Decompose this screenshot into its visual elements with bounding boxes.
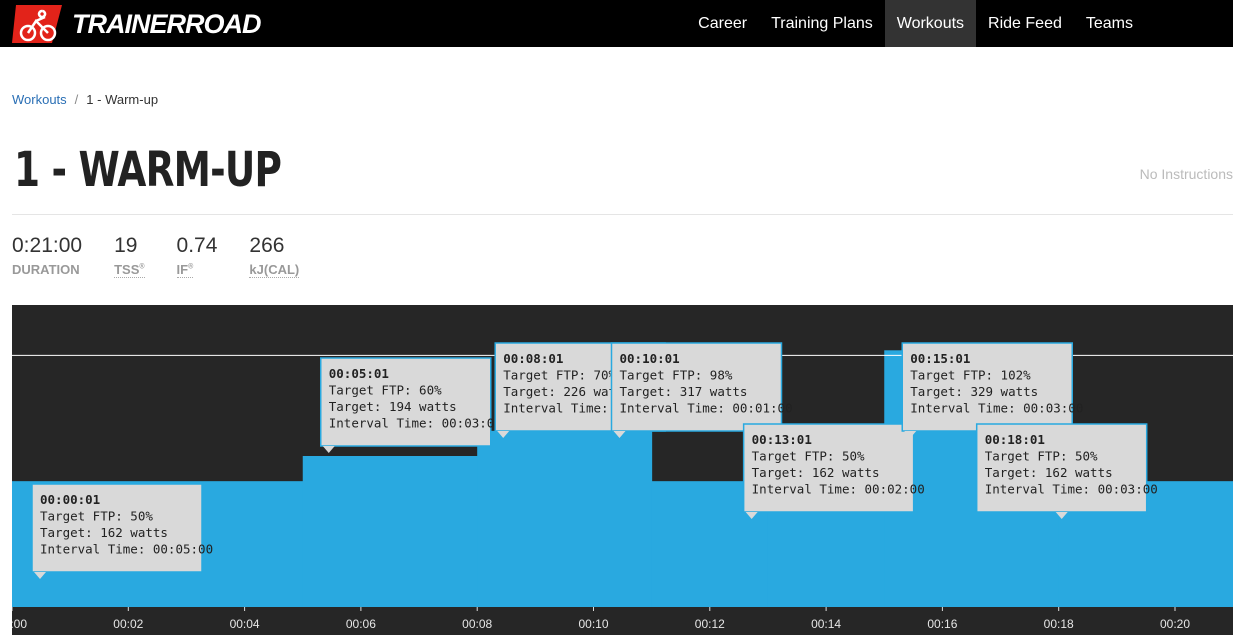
interval-tooltip	[31, 483, 203, 573]
tooltip-line: Target: 162 watts	[752, 465, 880, 480]
x-tick-label: 00:06	[346, 617, 376, 631]
nav-training-plans[interactable]: Training Plans	[771, 15, 873, 32]
tooltip-line: Interval Time: 00:02:00	[752, 482, 925, 497]
tooltip-pointer	[745, 512, 758, 519]
stat-label-tss[interactable]: TSS®	[114, 262, 145, 278]
tooltip-line: Target: 226 watts	[503, 384, 631, 399]
nav-ride-feed[interactable]: Ride Feed	[988, 15, 1062, 32]
tooltip-line: Target: 194 watts	[329, 399, 457, 414]
tooltip-line: Target FTP: 60%	[329, 383, 442, 398]
registered-mark: ®	[188, 263, 194, 271]
stat-label: DURATION	[12, 262, 80, 277]
tooltip-time: 00:15:01	[910, 351, 970, 366]
tooltip-line: Target FTP: 50%	[752, 449, 865, 464]
divider	[12, 214, 1233, 215]
stat-label-kj[interactable]: kJ(CAL)	[249, 262, 300, 278]
x-tick-label: 00:16	[927, 617, 957, 631]
stat-label: IF	[176, 262, 189, 277]
tooltip-line: Target FTP: 70%	[503, 368, 616, 383]
stat-label: TSS	[114, 262, 140, 277]
x-tick-label: 00:18	[1044, 617, 1074, 631]
interval-tooltip	[610, 342, 783, 432]
breadcrumb-current: 1 - Warm-up	[86, 92, 159, 107]
x-tick-label: 00:04	[230, 617, 260, 631]
x-tick-label: 00:12	[695, 617, 725, 631]
workout-stats: 0:21:00 DURATION 19 TSS® 0.74 IF® 266 kJ…	[12, 234, 331, 279]
cyclist-logo-icon	[12, 5, 62, 43]
breadcrumb-separator: /	[74, 92, 79, 107]
x-tick-label: 00:14	[811, 617, 841, 631]
breadcrumb-workouts-link[interactable]: Workouts	[12, 92, 67, 107]
x-tick-label: 00:08	[462, 617, 492, 631]
tooltip-pointer	[497, 431, 510, 438]
tooltip-line: Target: 317 watts	[620, 384, 748, 399]
stat-value: 266	[249, 234, 285, 257]
tooltip-line: Interval Time: 00:01:00	[620, 401, 793, 416]
logo-text: TRAINERROAD	[72, 8, 261, 39]
tooltip-time: 00:00:01	[40, 492, 100, 507]
interval-tooltip	[901, 342, 1073, 432]
stat-if: 0.74 IF®	[176, 234, 218, 279]
instructions-status: No Instructions	[1139, 166, 1233, 182]
tooltip-line: Interval Time: 00:03:00	[329, 416, 502, 431]
registered-mark: ®	[139, 263, 145, 271]
tooltip-pointer	[1055, 512, 1068, 519]
breadcrumb: Workouts / 1 - Warm-up	[12, 92, 158, 107]
tooltip-line: Interval Time: 00:03:00	[985, 482, 1158, 497]
top-navbar: TRAINERROAD Career Training Plans Workouts…	[0, 0, 1233, 47]
tooltip-pointer	[322, 446, 335, 453]
interval-bar[interactable]	[302, 456, 478, 607]
tooltip-line: Target FTP: 50%	[985, 449, 1098, 464]
tooltip-line: Target: 329 watts	[910, 384, 1038, 399]
tooltip-line: Target: 162 watts	[40, 525, 168, 540]
tooltip-time: 00:13:01	[752, 432, 812, 447]
stat-kj: 266 kJ(CAL)	[249, 234, 300, 279]
interval-tooltip	[742, 423, 915, 513]
x-tick-label: 00:00	[12, 617, 27, 631]
trainerroad-logo[interactable]: TRAINERROAD	[12, 4, 261, 44]
workout-profile-chart[interactable]: 00:00 00:02 00:04 00:06 00:08 00:10 00:12 00:14…	[12, 305, 1233, 635]
interval-tooltip	[320, 357, 492, 447]
tooltip-line: Target FTP: 102%	[910, 368, 1031, 383]
tooltip-line: Interval Time: 00:03:00	[910, 401, 1083, 416]
stat-value: 0:21:00	[12, 234, 83, 257]
stat-duration: 0:21:00 DURATION	[12, 234, 82, 279]
tooltip-line: Interval Time: 00:05:00	[40, 542, 213, 557]
nav-workouts[interactable]: Workouts	[884, 0, 977, 47]
x-tick-label: 00:20	[1160, 617, 1190, 631]
interval-tooltip	[975, 423, 1148, 513]
nav-career[interactable]: Career	[698, 15, 748, 32]
x-tick-label: 00:02	[113, 617, 143, 631]
tooltip-time: 00:05:01	[329, 366, 389, 381]
tooltip-line: Target FTP: 98%	[620, 368, 733, 383]
stat-tss: 19 TSS®	[114, 234, 145, 279]
tooltip-time: 00:18:01	[985, 432, 1045, 447]
tooltip-pointer	[34, 572, 46, 579]
interval-bar[interactable]	[477, 430, 594, 607]
x-axis-band	[12, 607, 1233, 635]
stat-label-if[interactable]: IF®	[176, 262, 194, 278]
main-nav: Career Training Plans Workouts Ride Feed Tea…	[686, 0, 1145, 47]
tooltip-time: 00:10:01	[620, 351, 680, 366]
tooltip-pointer	[613, 431, 626, 438]
tooltip-pointer	[904, 431, 917, 438]
tooltip-line: Target FTP: 50%	[40, 509, 153, 524]
page-title: 1 - WARM-UP	[14, 142, 282, 198]
tooltip-line: Target: 162 watts	[985, 465, 1113, 480]
tooltip-time: 00:08:01	[503, 351, 563, 366]
stat-value: 19	[114, 234, 138, 257]
stat-value: 0.74	[176, 234, 218, 257]
x-tick-label: 00:10	[578, 617, 608, 631]
nav-teams[interactable]: Teams	[1085, 15, 1133, 32]
